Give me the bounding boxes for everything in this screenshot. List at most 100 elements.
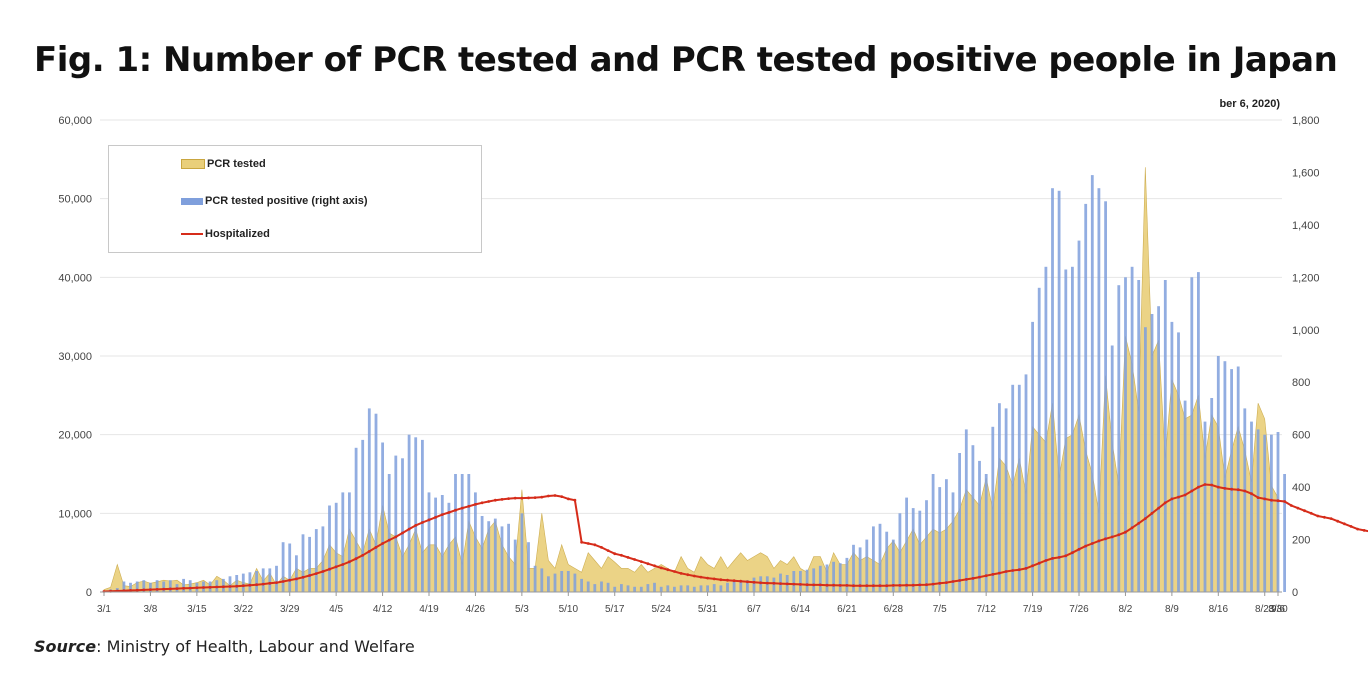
point-hospitalized	[507, 497, 510, 500]
bar-positive	[799, 571, 802, 592]
point-hospitalized	[513, 496, 517, 500]
point-hospitalized	[361, 553, 365, 557]
point-hospitalized	[606, 549, 610, 552]
x-tick-label: 5/3	[515, 604, 529, 615]
point-hospitalized	[799, 583, 802, 586]
bar-positive	[1104, 201, 1107, 593]
point-hospitalized	[905, 583, 908, 587]
bar-positive	[858, 547, 862, 592]
bar-positive	[1024, 374, 1028, 592]
point-hospitalized	[1256, 496, 1260, 499]
legend-swatch-hospitalized	[181, 233, 203, 236]
source-label: Source	[34, 637, 97, 656]
point-hospitalized	[1342, 522, 1346, 526]
bar-positive	[573, 573, 577, 592]
bar-positive	[1170, 321, 1174, 592]
bar-positive	[865, 539, 869, 592]
bar-positive	[1124, 277, 1127, 592]
bar-positive	[666, 585, 670, 592]
point-hospitalized	[474, 503, 477, 506]
point-hospitalized	[547, 494, 550, 498]
bar-positive	[586, 581, 590, 592]
point-hospitalized	[732, 579, 736, 583]
bar-positive	[633, 586, 636, 592]
point-hospitalized	[991, 573, 995, 576]
point-hospitalized	[772, 581, 776, 585]
bar-positive	[905, 497, 908, 592]
point-hospitalized	[460, 506, 464, 510]
bar-positive	[805, 569, 809, 592]
point-hospitalized	[434, 515, 437, 519]
bar-positive	[1077, 240, 1081, 592]
bar-positive	[308, 536, 311, 592]
x-tick-label: 5/24	[651, 604, 671, 615]
point-hospitalized	[540, 495, 544, 499]
point-hospitalized	[1031, 564, 1034, 568]
bar-positive	[673, 586, 676, 592]
point-hospitalized	[872, 584, 875, 588]
point-hospitalized	[885, 584, 889, 588]
bar-positive	[1144, 327, 1147, 592]
bar-positive	[1230, 369, 1233, 592]
x-tick-label: 4/26	[466, 604, 486, 615]
point-hospitalized	[407, 527, 411, 531]
bar-positive	[295, 555, 298, 592]
point-hospitalized	[620, 553, 623, 557]
point-hospitalized	[281, 580, 285, 583]
y-right-tick-label: 800	[1292, 377, 1310, 389]
point-hospitalized	[653, 564, 656, 568]
point-hospitalized	[1276, 499, 1280, 503]
bar-positive	[679, 585, 683, 592]
bar-positive	[507, 523, 510, 592]
bar-positive	[838, 563, 842, 592]
x-tick-label: 3/8	[143, 604, 157, 615]
point-hospitalized	[978, 575, 981, 579]
bar-positive	[620, 584, 623, 592]
bar-positive	[348, 492, 351, 592]
x-tick-label: 6/7	[747, 604, 761, 615]
bar-positive	[268, 568, 272, 592]
legend-label-hospitalized: Hospitalized	[205, 228, 270, 240]
point-hospitalized	[639, 560, 643, 563]
point-hospitalized	[1110, 535, 1114, 539]
legend-item-tested: PCR tested	[181, 158, 266, 170]
point-hospitalized	[759, 581, 762, 585]
bar-positive	[1163, 280, 1167, 592]
point-hospitalized	[314, 572, 318, 575]
bar-positive	[540, 568, 544, 592]
point-hospitalized	[1263, 497, 1267, 501]
bar-positive	[653, 582, 656, 592]
bar-positive	[1097, 188, 1101, 592]
bar-positive	[261, 568, 265, 592]
point-hospitalized	[779, 582, 782, 585]
bar-positive	[832, 561, 835, 592]
bar-positive	[925, 500, 928, 592]
bar-positive	[1071, 266, 1074, 592]
x-tick-label: 4/19	[419, 604, 439, 615]
point-hospitalized	[1143, 517, 1147, 520]
bar-positive	[434, 497, 437, 592]
point-hospitalized	[394, 535, 398, 539]
bar-positive	[560, 571, 564, 592]
bar-positive	[129, 582, 132, 592]
bar-positive	[639, 586, 643, 592]
point-hospitalized	[421, 521, 424, 524]
point-hospitalized	[1011, 569, 1015, 572]
point-hospitalized	[1349, 525, 1353, 528]
y-left-tick-label: 20,000	[58, 430, 92, 442]
point-hospitalized	[1170, 497, 1174, 501]
bar-positive	[891, 539, 895, 592]
point-hospitalized	[925, 583, 928, 587]
point-hospitalized	[268, 581, 272, 585]
bar-positive	[951, 492, 955, 592]
point-hospitalized	[878, 584, 882, 588]
bar-positive	[885, 531, 889, 592]
point-hospitalized	[195, 586, 199, 590]
point-hospitalized	[401, 531, 404, 535]
bar-positive	[235, 575, 239, 592]
bar-positive	[155, 580, 159, 592]
bar-positive	[421, 439, 424, 592]
point-hospitalized	[852, 584, 855, 588]
y-right-tick-label: 600	[1292, 430, 1310, 442]
point-hospitalized	[367, 550, 371, 553]
